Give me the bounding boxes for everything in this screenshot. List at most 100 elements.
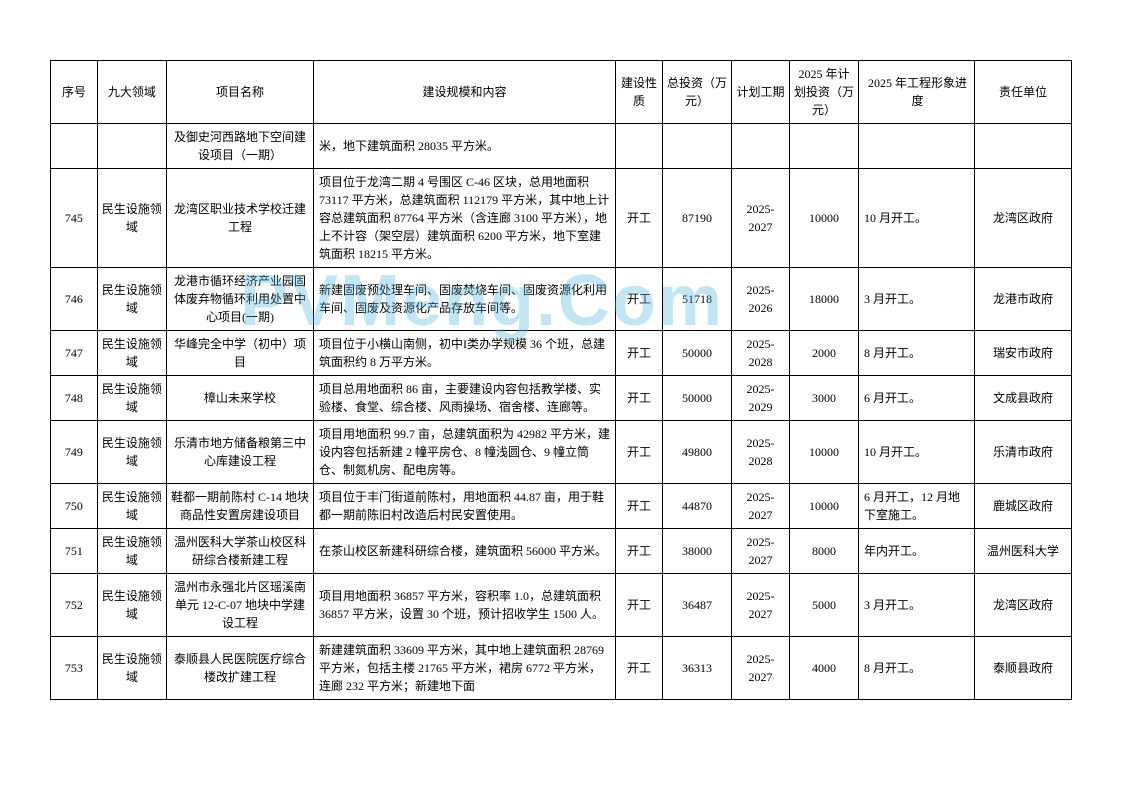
cell-content: 新建建筑面积 33609 平方米，其中地上建筑面积 28769 平方米，包括主楼… [314, 637, 616, 700]
table-row: 745民生设施领域龙湾区职业技术学校迁建工程项目位于龙湾二期 4 号围区 C-4… [51, 169, 1072, 268]
table-row: 752民生设施领域温州市永强北片区瑶溪南单元 12-C-07 地块中学建设工程项… [51, 574, 1072, 637]
cell-period [732, 124, 790, 169]
cell-plan: 10000 [789, 484, 858, 529]
cell-nature: 开工 [616, 574, 663, 637]
cell-domain [97, 124, 166, 169]
cell-period: 2025-2027 [732, 169, 790, 268]
cell-content: 米，地下建筑面积 28035 平方米。 [314, 124, 616, 169]
cell-domain: 民生设施领域 [97, 376, 166, 421]
table-row: 751民生设施领域温州医科大学茶山校区科研综合楼新建工程在茶山校区新建科研综合楼… [51, 529, 1072, 574]
cell-seq: 749 [51, 421, 98, 484]
cell-seq: 752 [51, 574, 98, 637]
cell-progress: 3 月开工。 [859, 268, 975, 331]
cell-invest: 36313 [662, 637, 731, 700]
cell-invest: 49800 [662, 421, 731, 484]
cell-progress: 年内开工。 [859, 529, 975, 574]
cell-seq [51, 124, 98, 169]
cell-name: 龙港市循环经济产业园固体废弃物循环利用处置中心项目(一期) [166, 268, 313, 331]
table-row: 753民生设施领域泰顺县人民医院医疗综合楼改扩建工程新建建筑面积 33609 平… [51, 637, 1072, 700]
cell-plan: 10000 [789, 421, 858, 484]
cell-invest: 44870 [662, 484, 731, 529]
cell-unit: 龙港市政府 [974, 268, 1071, 331]
cell-invest: 50000 [662, 376, 731, 421]
cell-domain: 民生设施领域 [97, 268, 166, 331]
cell-nature: 开工 [616, 376, 663, 421]
cell-seq: 748 [51, 376, 98, 421]
cell-plan: 8000 [789, 529, 858, 574]
cell-unit [974, 124, 1071, 169]
cell-plan [789, 124, 858, 169]
cell-plan: 3000 [789, 376, 858, 421]
cell-progress: 8 月开工。 [859, 637, 975, 700]
cell-progress [859, 124, 975, 169]
header-content: 建设规模和内容 [314, 61, 616, 124]
header-nature: 建设性质 [616, 61, 663, 124]
cell-period: 2025-2026 [732, 268, 790, 331]
cell-content: 项目位于小横山南侧，初中I类办学规模 36 个班，总建筑面积约 8 万平方米。 [314, 331, 616, 376]
cell-content: 在茶山校区新建科研综合楼，建筑面积 56000 平方米。 [314, 529, 616, 574]
cell-period: 2025-2027 [732, 637, 790, 700]
cell-period: 2025-2028 [732, 331, 790, 376]
table-row: 749民生设施领域乐清市地方储备粮第三中心库建设工程项目用地面积 99.7 亩，… [51, 421, 1072, 484]
cell-name: 及御史河西路地下空间建设项目（一期） [166, 124, 313, 169]
cell-nature: 开工 [616, 268, 663, 331]
header-plan-invest: 2025 年计划投资（万元） [789, 61, 858, 124]
table-row: 748民生设施领域樟山未来学校项目总用地面积 86 亩，主要建设内容包括教学楼、… [51, 376, 1072, 421]
cell-period: 2025-2027 [732, 529, 790, 574]
cell-domain: 民生设施领域 [97, 484, 166, 529]
cell-period: 2025-2027 [732, 484, 790, 529]
cell-name: 温州医科大学茶山校区科研综合楼新建工程 [166, 529, 313, 574]
table-row: 746民生设施领域龙港市循环经济产业园固体废弃物循环利用处置中心项目(一期)新建… [51, 268, 1072, 331]
cell-period: 2025-2029 [732, 376, 790, 421]
cell-nature: 开工 [616, 169, 663, 268]
cell-seq: 747 [51, 331, 98, 376]
header-period: 计划工期 [732, 61, 790, 124]
cell-content: 项目用地面积 99.7 亩，总建筑面积为 42982 平方米，建设内容包括新建 … [314, 421, 616, 484]
cell-seq: 750 [51, 484, 98, 529]
cell-name: 乐清市地方储备粮第三中心库建设工程 [166, 421, 313, 484]
projects-table: 序号 九大领域 项目名称 建设规模和内容 建设性质 总投资（万元） 计划工期 2… [50, 60, 1072, 700]
cell-nature [616, 124, 663, 169]
cell-seq: 751 [51, 529, 98, 574]
cell-invest: 36487 [662, 574, 731, 637]
cell-unit: 温州医科大学 [974, 529, 1071, 574]
cell-domain: 民生设施领域 [97, 529, 166, 574]
cell-plan: 10000 [789, 169, 858, 268]
cell-domain: 民生设施领域 [97, 331, 166, 376]
cell-content: 新建固废预处理车间、固废焚烧车间、固废资源化利用车间、固废及资源化产品存放车间等… [314, 268, 616, 331]
header-unit: 责任单位 [974, 61, 1071, 124]
cell-seq: 745 [51, 169, 98, 268]
cell-progress: 6 月开工，12 月地下室施工。 [859, 484, 975, 529]
header-domain: 九大领域 [97, 61, 166, 124]
cell-period: 2025-2028 [732, 421, 790, 484]
cell-unit: 龙湾区政府 [974, 574, 1071, 637]
cell-unit: 乐清市政府 [974, 421, 1071, 484]
cell-unit: 鹿城区政府 [974, 484, 1071, 529]
cell-invest: 38000 [662, 529, 731, 574]
table-header-row: 序号 九大领域 项目名称 建设规模和内容 建设性质 总投资（万元） 计划工期 2… [51, 61, 1072, 124]
cell-period: 2025-2027 [732, 574, 790, 637]
cell-content: 项目位于龙湾二期 4 号围区 C-46 区块，总用地面积 73117 平方米，总… [314, 169, 616, 268]
cell-name: 樟山未来学校 [166, 376, 313, 421]
cell-plan: 18000 [789, 268, 858, 331]
cell-content: 项目总用地面积 86 亩，主要建设内容包括教学楼、实验楼、食堂、综合楼、风雨操场… [314, 376, 616, 421]
cell-unit: 瑞安市政府 [974, 331, 1071, 376]
header-progress: 2025 年工程形象进度 [859, 61, 975, 124]
cell-nature: 开工 [616, 529, 663, 574]
cell-progress: 10 月开工。 [859, 421, 975, 484]
cell-unit: 泰顺县政府 [974, 637, 1071, 700]
cell-plan: 2000 [789, 331, 858, 376]
cell-invest: 51718 [662, 268, 731, 331]
cell-seq: 753 [51, 637, 98, 700]
cell-unit: 龙湾区政府 [974, 169, 1071, 268]
cell-domain: 民生设施领域 [97, 169, 166, 268]
cell-name: 温州市永强北片区瑶溪南单元 12-C-07 地块中学建设工程 [166, 574, 313, 637]
cell-plan: 4000 [789, 637, 858, 700]
cell-content: 项目用地面积 36857 平方米，容积率 1.0，总建筑面积 36857 平方米… [314, 574, 616, 637]
cell-name: 龙湾区职业技术学校迁建工程 [166, 169, 313, 268]
cell-name: 泰顺县人民医院医疗综合楼改扩建工程 [166, 637, 313, 700]
cell-domain: 民生设施领域 [97, 574, 166, 637]
header-invest: 总投资（万元） [662, 61, 731, 124]
table-row: 及御史河西路地下空间建设项目（一期）米，地下建筑面积 28035 平方米。 [51, 124, 1072, 169]
cell-invest: 50000 [662, 331, 731, 376]
